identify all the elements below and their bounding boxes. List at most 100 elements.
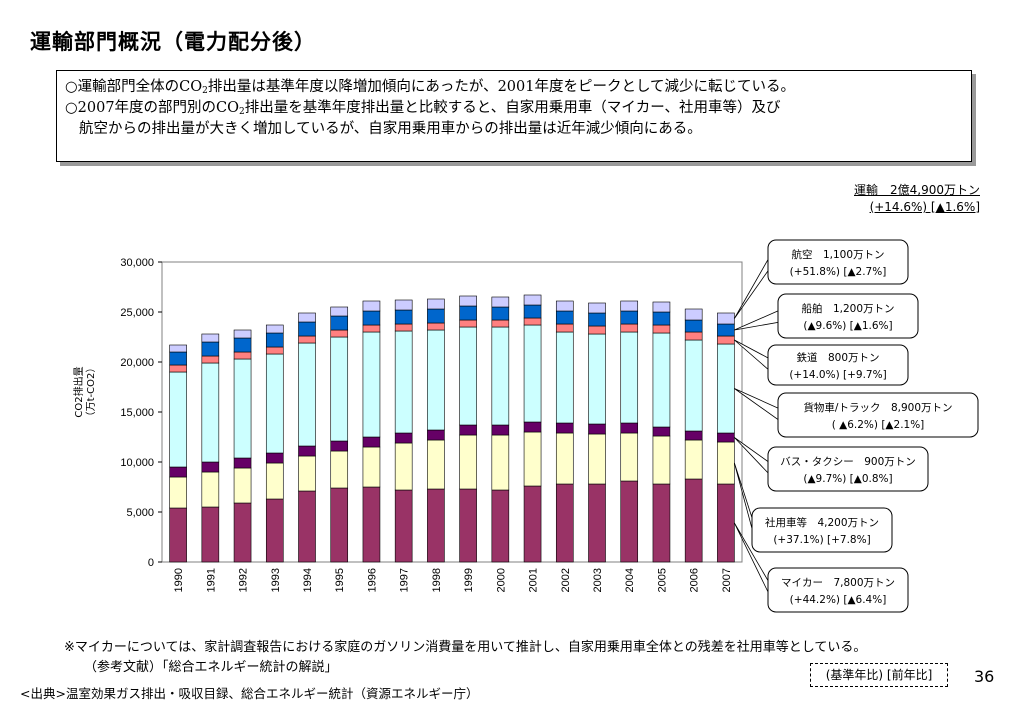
y-tick-label: 20,000 (120, 357, 154, 369)
bar-segment (330, 487, 349, 563)
bar-segment (588, 483, 606, 563)
y-tick-label: 25,000 (120, 307, 154, 319)
bar-segment (427, 322, 445, 331)
x-tick-label: 2005 (656, 568, 668, 592)
summary-line-1-sub: 2 (202, 86, 208, 96)
bar-segment (652, 426, 671, 437)
bar-segment (684, 339, 703, 432)
footnote: ※マイカーについては、家計調査報告における家庭のガソリン消費量を用いて推計し、自… (64, 640, 867, 655)
bar-segment (620, 432, 639, 482)
summary-box: ○運輸部門全体のCO2排出量は基準年度以降増加傾向にあったが、2001年度をピー… (56, 70, 972, 162)
bar-segment (169, 507, 187, 563)
bar-segment (491, 424, 510, 436)
bar-segment (394, 442, 413, 491)
x-tick-label: 2003 (592, 568, 604, 592)
bar-segment (717, 432, 735, 443)
callout-line-1: 鉄道 800万トン (796, 351, 879, 364)
bar-segment (233, 351, 252, 360)
bar-segment (330, 336, 349, 442)
bar-segment (588, 302, 606, 314)
y-tick-label: 10,000 (120, 457, 154, 469)
callout-line-1: 社用車等 4,200万トン (765, 516, 879, 529)
bar-segment (588, 312, 606, 327)
callout-box (767, 567, 909, 613)
bar-segment (201, 362, 220, 463)
bar-segment (169, 364, 187, 373)
callout-line-1: バス・タクシー 900万トン (780, 456, 916, 468)
callout-box (751, 507, 893, 553)
bar-segment (169, 466, 187, 478)
bar-segment (555, 310, 574, 325)
bar-segment (491, 306, 510, 321)
bar-segment (620, 310, 639, 325)
bar-segment (330, 315, 349, 331)
total-emission: 運輸 2億4,900万トン (854, 183, 980, 197)
bar-segment (265, 324, 284, 334)
bar-segment (298, 445, 316, 457)
bar-segment (362, 446, 381, 488)
callout-line-1: 貨物車/トラック 8,900万トン (803, 401, 952, 414)
y-tick-label: 5,000 (126, 507, 154, 519)
summary-line-1: ○運輸部門全体のCO2排出量は基準年度以降増加傾向にあったが、2001年度をピー… (65, 77, 963, 98)
bar-segment (201, 471, 220, 508)
summary-line-2-b: 排出量を基準年度排出量と比較すると、自家用乗用車（マイカー、社用車等）及び (244, 100, 781, 116)
bar-segment (684, 319, 703, 333)
x-tick-label: 2001 (528, 568, 540, 592)
callout-box (767, 239, 909, 285)
bar-segment (330, 329, 349, 338)
x-tick-label: 2007 (721, 568, 733, 592)
callout-line-1: 船舶 1,200万トン (801, 302, 894, 315)
bar-segment (169, 371, 187, 468)
bar-segment (491, 434, 510, 491)
bar-segment (652, 324, 671, 334)
bar-segment (201, 461, 220, 473)
y-tick-label: 30,000 (120, 257, 154, 269)
bar-segment (298, 342, 316, 447)
callout-box (777, 293, 919, 339)
callout-line-2: (+51.8%) [▲2.7%] (790, 266, 887, 278)
bar-segment (233, 467, 252, 504)
x-tick-label: 1996 (366, 568, 378, 592)
bar-segment (265, 346, 284, 355)
x-tick-label: 1990 (173, 568, 185, 592)
bar-segment (523, 431, 542, 487)
bar-segment (265, 452, 284, 464)
bar-segment (491, 489, 510, 563)
bar-segment (523, 421, 542, 433)
bar-segment (523, 294, 542, 306)
bar-segment (717, 343, 735, 434)
page-number: 36 (974, 667, 995, 686)
bar-segment (427, 439, 445, 490)
legend-note-box: (基準年比) [前年比] (810, 663, 948, 687)
bar-segment (233, 457, 252, 469)
x-tick-label: 1992 (238, 568, 250, 592)
bar-segment (684, 478, 703, 563)
bar-segment (459, 305, 477, 321)
bar-segment (491, 319, 510, 328)
x-tick-label: 1994 (302, 568, 314, 592)
bar-segment (298, 312, 316, 323)
bar-segment (298, 455, 316, 492)
bar-segment (684, 439, 703, 480)
bar-segment (588, 333, 606, 425)
bar-segment (362, 310, 381, 326)
bar-segment (588, 325, 606, 335)
bar-segment (459, 295, 477, 307)
y-tick-label: 0 (148, 557, 154, 569)
bar-segment (427, 488, 445, 563)
bar-segment (652, 483, 671, 563)
source-note: <出典>温室効果ガス排出・吸収目録、総合エネルギー統計（資源エネルギー庁） (20, 686, 479, 701)
bar-segment (362, 300, 381, 312)
bar-segment (555, 323, 574, 333)
callout-line-2: (+44.2%) [▲6.4%] (790, 594, 887, 606)
bar-segment (427, 429, 445, 441)
bar-segment (459, 424, 477, 436)
x-tick-label: 1998 (431, 568, 443, 592)
bar-segment (394, 299, 413, 311)
callout-line-2: (+14.0%) [+9.7%] (789, 369, 886, 381)
bar-segment (362, 331, 381, 438)
bar-segment (620, 331, 639, 424)
bar-segment (523, 485, 542, 563)
bar-segment (459, 326, 477, 426)
x-tick-label: 1993 (270, 568, 282, 592)
